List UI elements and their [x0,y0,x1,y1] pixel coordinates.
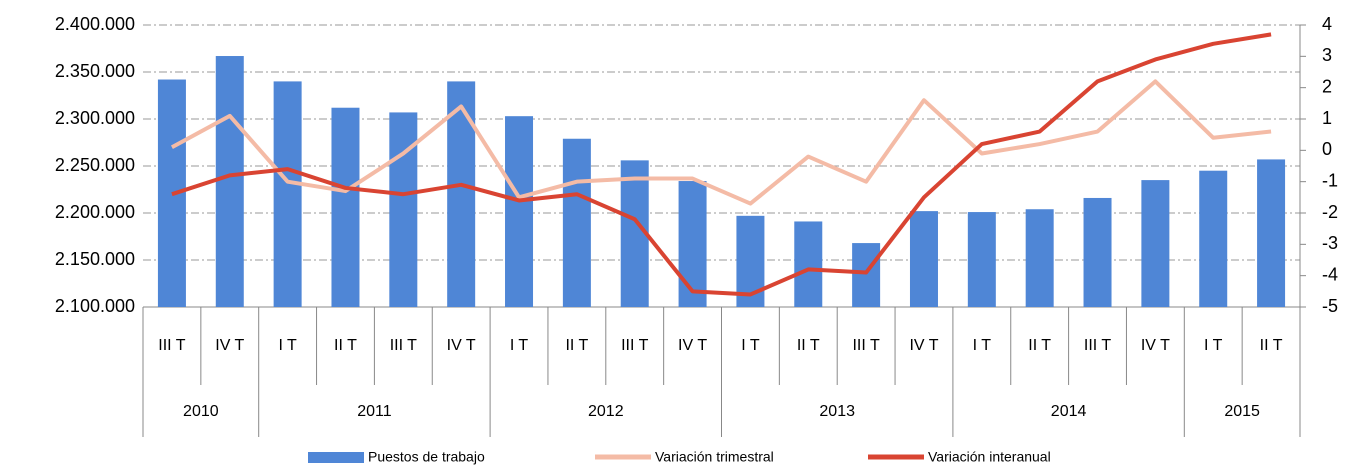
bar [505,116,534,308]
bar [794,221,823,307]
group-label: 2010 [183,403,219,420]
bar [1199,170,1228,307]
x-tick-label: IV T [909,337,938,354]
x-tick-label: II T [565,337,588,354]
x-tick-label: II T [1028,337,1051,354]
legend-label: Variación interanual [928,449,1051,465]
x-tick-label: III T [390,337,417,354]
bar [562,138,591,307]
group-label: 2012 [588,403,624,420]
x-tick-label: III T [1084,337,1111,354]
bar [678,181,707,307]
group-label: 2011 [357,403,392,420]
x-tick-label: I T [1204,337,1223,354]
x-tick-label: IV T [447,337,476,354]
bar [273,81,302,308]
line [170,79,1272,206]
x-tick-label: II T [1260,337,1283,354]
y2-tick-label: -2 [1322,202,1338,222]
y2-tick-label: -4 [1322,264,1338,284]
y2-tick-label: -3 [1322,233,1338,253]
y-tick-label: 2.150.000 [55,249,135,269]
y-tick-label: 2.300.000 [55,108,135,128]
y-tick-label: 2.400.000 [55,14,135,34]
bar [967,212,996,307]
bar [331,107,360,307]
group-label: 2014 [1051,403,1087,420]
x-tick-label: II T [797,337,820,354]
x-tick-label: II T [334,337,357,354]
group-label: 2013 [819,403,855,420]
bar [1141,180,1170,307]
legend-label: Puestos de trabajo [368,449,485,465]
legend-label: Variación trimestral [655,449,774,465]
bar [1083,197,1112,307]
x-tick-label: III T [852,337,879,354]
bar [909,211,938,307]
x-tick-label: I T [973,337,992,354]
y-tick-label: 2.250.000 [55,155,135,175]
y2-tick-label: 2 [1322,76,1332,96]
y-tick-label: 2.350.000 [55,61,135,81]
y2-tick-label: -5 [1322,296,1338,316]
legend-swatch [308,452,364,463]
bar [852,243,881,307]
y-tick-label: 2.100.000 [55,296,135,316]
x-tick-label: III T [621,337,648,354]
bar [389,112,418,307]
x-tick-label: IV T [1141,337,1170,354]
x-tick-label: III T [158,337,185,354]
y2-tick-label: 3 [1322,45,1332,65]
y2-tick-label: 4 [1322,14,1332,34]
bar [1257,159,1286,307]
group-label: 2015 [1224,403,1260,420]
bar [215,56,244,307]
bar [1025,209,1054,307]
y2-tick-label: -1 [1322,170,1338,190]
line [171,32,1272,297]
x-tick-label: I T [741,337,760,354]
y-tick-label: 2.200.000 [55,202,135,222]
x-tick-label: I T [278,337,297,354]
x-tick-label: IV T [215,337,244,354]
y2-tick-label: 1 [1322,108,1332,128]
x-tick-label: I T [510,337,529,354]
y2-tick-label: 0 [1322,139,1332,159]
x-tick-label: IV T [678,337,707,354]
